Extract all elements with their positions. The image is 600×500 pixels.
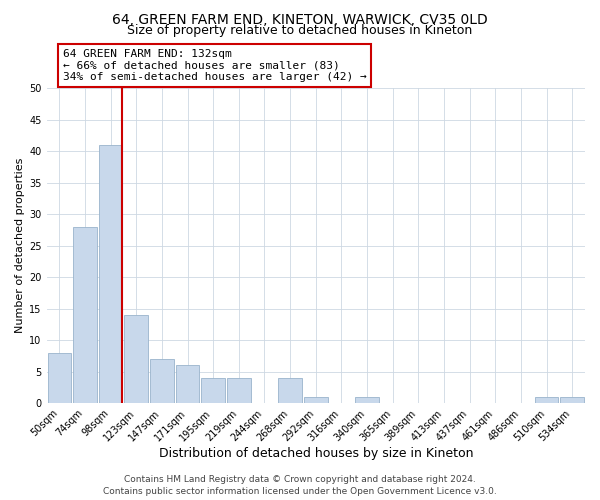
Text: Size of property relative to detached houses in Kineton: Size of property relative to detached ho… <box>127 24 473 37</box>
Bar <box>560 397 584 403</box>
Bar <box>304 397 328 403</box>
Bar <box>47 352 71 403</box>
Bar <box>278 378 302 403</box>
Bar <box>355 397 379 403</box>
Bar <box>150 359 174 403</box>
Bar <box>124 315 148 403</box>
Text: 64, GREEN FARM END, KINETON, WARWICK, CV35 0LD: 64, GREEN FARM END, KINETON, WARWICK, CV… <box>112 12 488 26</box>
Bar <box>202 378 225 403</box>
Y-axis label: Number of detached properties: Number of detached properties <box>15 158 25 334</box>
Bar <box>535 397 559 403</box>
Bar <box>99 145 122 403</box>
Bar <box>73 227 97 403</box>
Bar <box>176 366 199 403</box>
X-axis label: Distribution of detached houses by size in Kineton: Distribution of detached houses by size … <box>158 447 473 460</box>
Bar <box>227 378 251 403</box>
Text: Contains HM Land Registry data © Crown copyright and database right 2024.
Contai: Contains HM Land Registry data © Crown c… <box>103 474 497 496</box>
Text: 64 GREEN FARM END: 132sqm
← 66% of detached houses are smaller (83)
34% of semi-: 64 GREEN FARM END: 132sqm ← 66% of detac… <box>62 49 367 82</box>
